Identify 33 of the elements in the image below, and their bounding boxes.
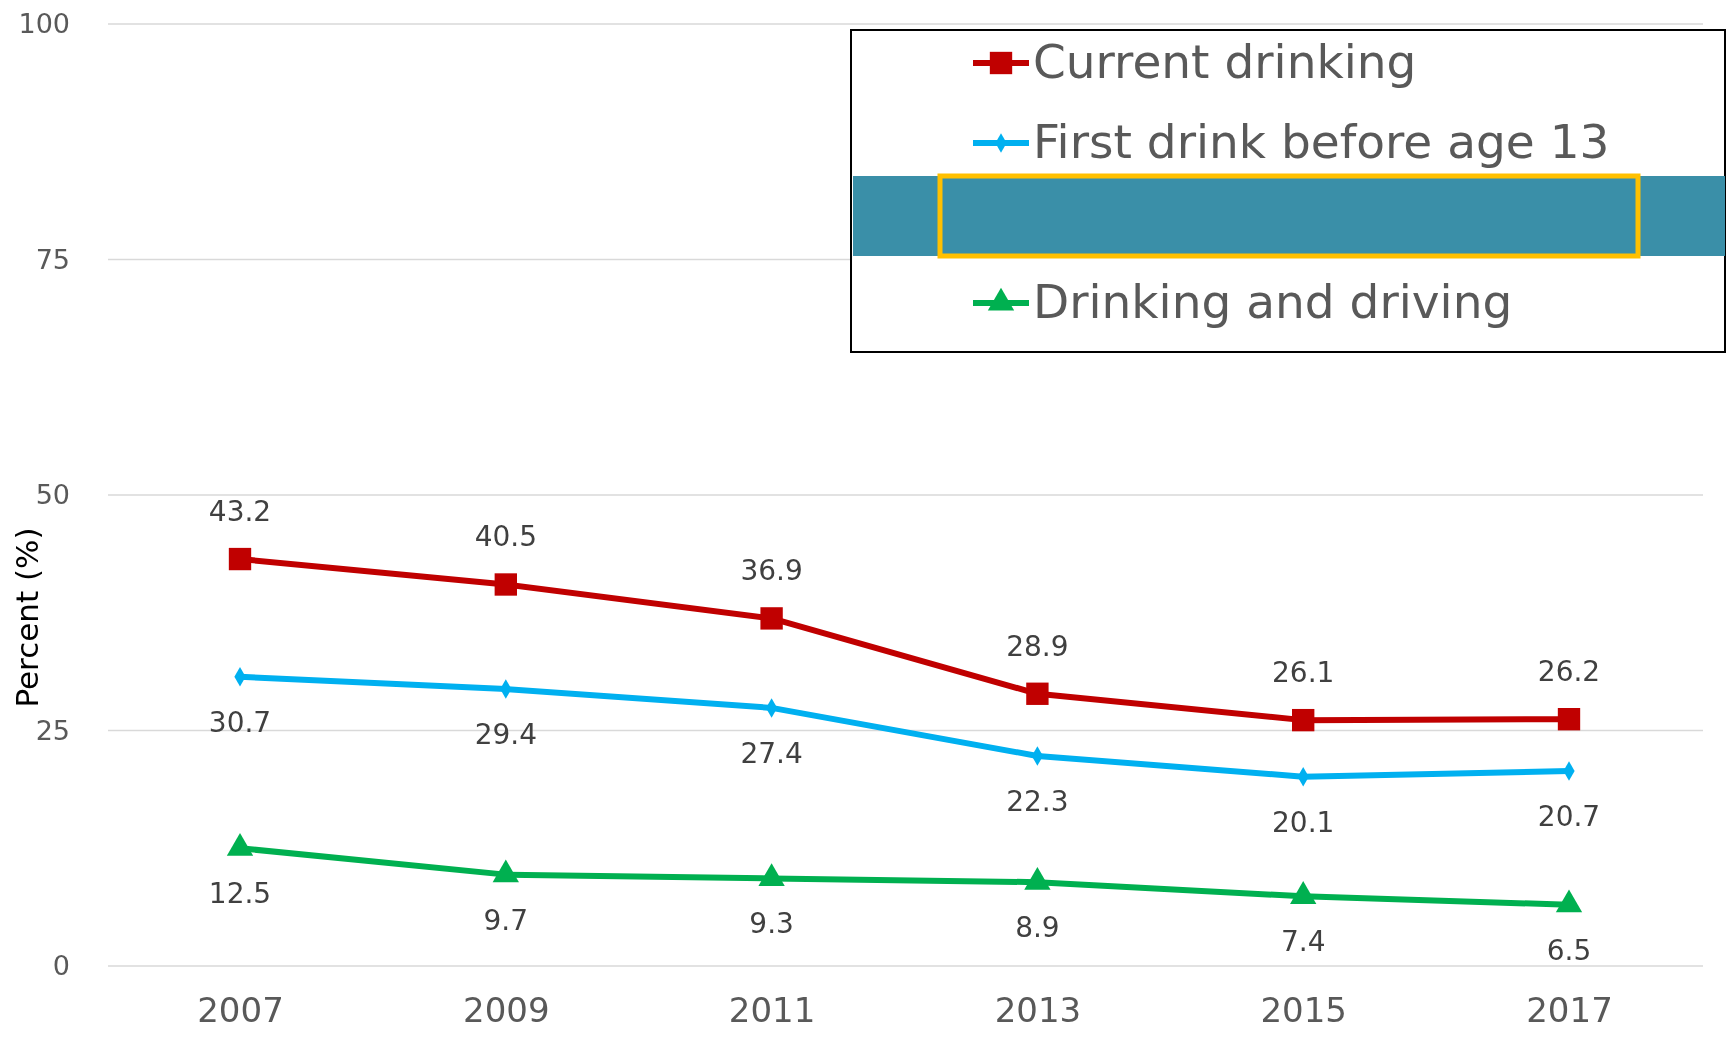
x-tick-label: 2013 xyxy=(994,990,1082,1031)
data-label: 6.5 xyxy=(1546,933,1592,967)
data-label: 20.1 xyxy=(1272,805,1335,839)
data-label: 36.9 xyxy=(740,554,803,588)
y-tick-label: 50 xyxy=(35,479,70,511)
data-label: 9.7 xyxy=(483,903,529,937)
data-label: 9.3 xyxy=(749,907,794,941)
y-axis-title: Percent (%) xyxy=(9,527,45,708)
data-label: 27.4 xyxy=(740,736,803,770)
legend-label: Drinking and driving xyxy=(1033,274,1513,329)
data-label: 40.5 xyxy=(474,520,537,554)
y-tick-label: 100 xyxy=(18,8,70,40)
data-label: 43.2 xyxy=(208,495,272,529)
data-label: 8.9 xyxy=(1015,911,1060,945)
x-tick-label: 2009 xyxy=(463,990,550,1031)
data-label: 7.4 xyxy=(1280,925,1326,959)
data-label: 28.9 xyxy=(1006,629,1069,663)
data-label: 26.1 xyxy=(1272,656,1335,690)
y-tick-label: 25 xyxy=(35,714,70,746)
data-label: 12.5 xyxy=(208,877,272,911)
data-label: 22.3 xyxy=(1006,784,1069,818)
x-tick-label: 2015 xyxy=(1260,990,1347,1031)
data-label: 29.4 xyxy=(474,718,537,752)
legend-label: First drink before age 13 xyxy=(1033,114,1610,169)
y-tick-label: 0 xyxy=(52,950,70,982)
x-tick-label: 2011 xyxy=(728,990,816,1031)
x-tick-label: 2007 xyxy=(197,990,284,1031)
y-tick-label: 75 xyxy=(35,243,70,275)
data-label: 26.2 xyxy=(1537,655,1601,689)
data-label: 20.7 xyxy=(1537,800,1601,834)
legend-label: Current drinking xyxy=(1033,34,1417,89)
x-tick-label: 2017 xyxy=(1526,990,1613,1031)
data-label: 30.7 xyxy=(208,705,272,739)
